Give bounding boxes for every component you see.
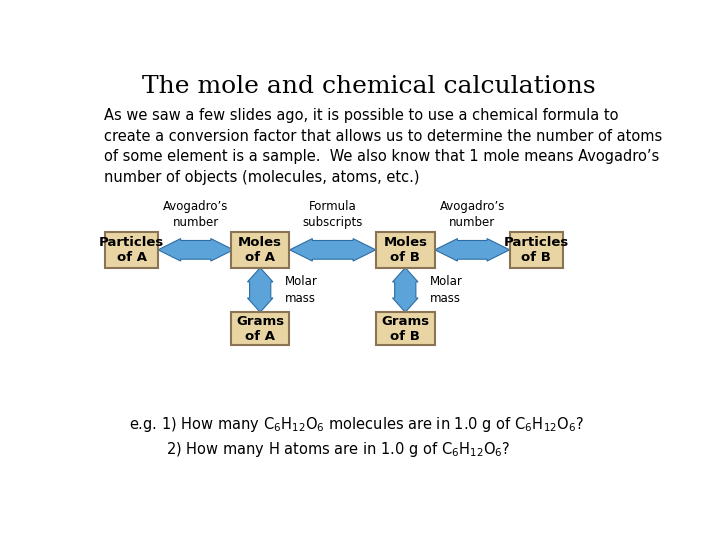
Polygon shape — [392, 268, 418, 312]
Text: e.g. 1) How many $\mathregular{C_6H_{12}O_6}$ molecules are in 1.0 g of $\mathre: e.g. 1) How many $\mathregular{C_6H_{12}… — [129, 415, 584, 434]
Polygon shape — [435, 239, 510, 261]
FancyBboxPatch shape — [376, 232, 435, 267]
Polygon shape — [248, 268, 273, 312]
Polygon shape — [289, 239, 376, 261]
FancyBboxPatch shape — [376, 312, 435, 346]
FancyBboxPatch shape — [510, 232, 563, 267]
Text: Particles
of A: Particles of A — [99, 236, 164, 264]
Text: 2) How many H atoms are in 1.0 g of $\mathregular{C_6H_{12}O_6}$?: 2) How many H atoms are in 1.0 g of $\ma… — [129, 440, 510, 459]
Text: Particles
of B: Particles of B — [504, 236, 569, 264]
Text: number: number — [173, 216, 219, 229]
Text: Molar
mass: Molar mass — [430, 275, 463, 305]
Polygon shape — [158, 239, 233, 261]
Text: Grams
of B: Grams of B — [381, 315, 429, 343]
Text: As we saw a few slides ago, it is possible to use a chemical formula to
create a: As we saw a few slides ago, it is possib… — [104, 109, 662, 185]
Text: Avogadro’s: Avogadro’s — [163, 200, 228, 213]
Text: Avogadro’s: Avogadro’s — [439, 200, 505, 213]
Text: subscripts: subscripts — [302, 216, 363, 229]
FancyBboxPatch shape — [231, 312, 289, 346]
FancyBboxPatch shape — [105, 232, 158, 267]
Text: Formula: Formula — [309, 200, 356, 213]
Text: The mole and chemical calculations: The mole and chemical calculations — [142, 75, 596, 98]
FancyBboxPatch shape — [231, 232, 289, 267]
Text: Moles
of A: Moles of A — [238, 236, 282, 264]
Text: Molar
mass: Molar mass — [284, 275, 318, 305]
Text: Moles
of B: Moles of B — [383, 236, 427, 264]
Text: number: number — [449, 216, 495, 229]
Text: Grams
of A: Grams of A — [236, 315, 284, 343]
